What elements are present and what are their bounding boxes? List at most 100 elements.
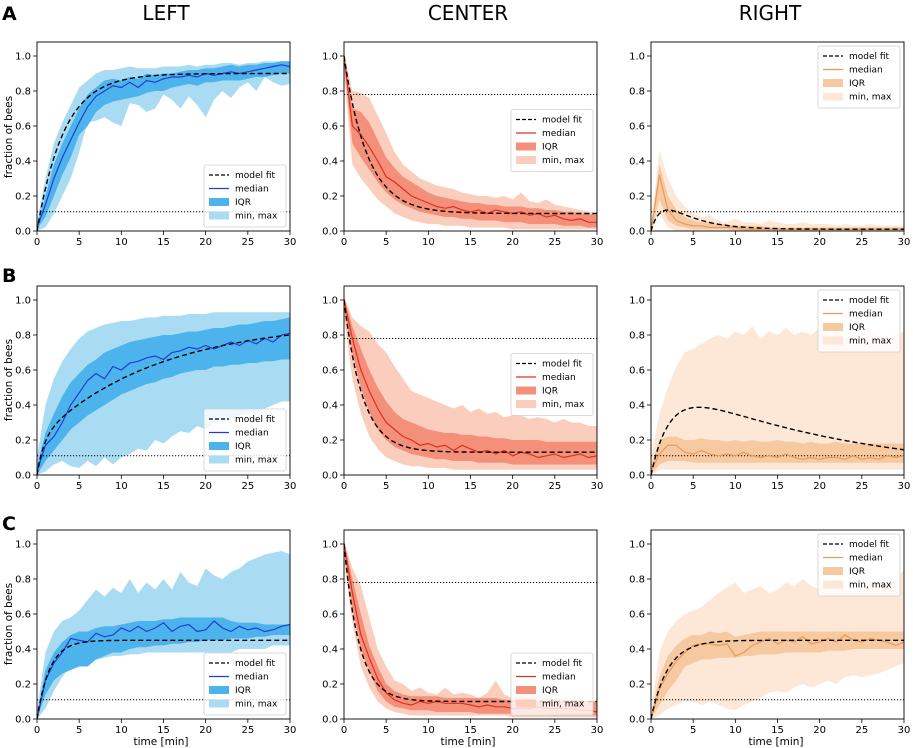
x-tick-label: 30 xyxy=(284,725,297,736)
y-tick-label: 0.2 xyxy=(15,192,31,203)
x-tick-label: 5 xyxy=(76,725,82,736)
x-tick-label: 15 xyxy=(464,237,477,248)
y-tick-label: 0.6 xyxy=(629,610,645,621)
model-fit-line xyxy=(37,639,290,719)
x-tick-label: 15 xyxy=(771,725,784,736)
x-tick-label: 5 xyxy=(383,237,389,248)
y-tick-label: 1.0 xyxy=(322,296,338,307)
legend-label-median: median xyxy=(542,373,576,383)
y-tick-label: 0.0 xyxy=(322,715,338,726)
iqr-band xyxy=(344,296,597,465)
x-tick-label: 0 xyxy=(648,237,654,248)
xlabel-center: time [min] xyxy=(440,736,495,748)
legend: model fit median IQR min, max xyxy=(510,109,594,172)
legend-label-model_fit: model fit xyxy=(542,360,583,370)
median-line xyxy=(651,634,904,719)
x-tick-label: 10 xyxy=(729,725,742,736)
x-tick-label: 30 xyxy=(284,237,297,248)
model-fit-line xyxy=(344,55,597,215)
x-tick-label: 30 xyxy=(898,725,911,736)
y-tick-label: 1.0 xyxy=(15,296,31,307)
x-tick-label: 20 xyxy=(813,237,826,248)
median-line xyxy=(344,55,597,223)
legend-swatch-iqr xyxy=(209,686,229,694)
y-tick-label: 0.0 xyxy=(15,471,31,482)
column-title-center: CENTER xyxy=(428,1,508,25)
y-tick-label: 0.8 xyxy=(15,575,31,586)
iqr-band xyxy=(651,631,904,719)
y-tick-label: 1.0 xyxy=(15,540,31,551)
x-tick-label: 15 xyxy=(157,481,170,492)
plot-area xyxy=(344,296,597,470)
median-line xyxy=(37,620,290,719)
x-tick-label: 20 xyxy=(199,481,212,492)
x-tick-label: 5 xyxy=(76,237,82,248)
y-tick-label: 0.0 xyxy=(322,471,338,482)
legend-swatch-iqr xyxy=(516,386,536,395)
x-tick-label: 30 xyxy=(591,481,604,492)
legend-swatch-minmax xyxy=(209,211,229,220)
y-tick-label: 0.0 xyxy=(629,471,645,482)
legend-swatch-iqr xyxy=(823,323,843,331)
x-tick-label: 25 xyxy=(241,237,254,248)
legend-label-minmax: min, max xyxy=(849,581,892,591)
legend-swatch-minmax xyxy=(209,455,229,464)
plot-area xyxy=(651,326,904,475)
legend-label-median: median xyxy=(849,310,883,320)
y-tick-label: 0.6 xyxy=(322,122,338,133)
x-tick-label: 30 xyxy=(591,237,604,248)
y-tick-label: 0.4 xyxy=(322,157,338,168)
y-tick-label: 0.8 xyxy=(15,331,31,342)
y-tick-label: 0.2 xyxy=(322,436,338,447)
y-tick-label: 0.8 xyxy=(322,575,338,586)
y-tick-label: 0.8 xyxy=(322,87,338,98)
y-tick-label: 0.6 xyxy=(322,610,338,621)
x-tick-label: 30 xyxy=(898,481,911,492)
x-tick-label: 0 xyxy=(341,237,347,248)
row-label-c: C xyxy=(2,513,16,535)
x-tick-label: 0 xyxy=(648,725,654,736)
x-tick-label: 20 xyxy=(813,481,826,492)
iqr-band xyxy=(651,164,904,231)
legend-label-median: median xyxy=(849,66,883,76)
x-tick-label: 20 xyxy=(506,725,519,736)
ylabel-row-c: fraction of bees xyxy=(3,583,15,665)
legend-label-iqr: IQR xyxy=(542,387,558,397)
x-tick-label: 15 xyxy=(157,725,170,736)
x-tick-label: 20 xyxy=(506,237,519,248)
legend-label-iqr: IQR xyxy=(849,79,865,89)
x-tick-label: 25 xyxy=(855,481,868,492)
legend-label-model_fit: model fit xyxy=(542,116,583,126)
y-tick-label: 0.0 xyxy=(322,227,338,238)
y-tick-label: 0.0 xyxy=(15,715,31,726)
legend-label-iqr: IQR xyxy=(849,323,865,333)
model-fit-line xyxy=(37,334,290,475)
y-tick-label: 0.4 xyxy=(15,157,31,168)
x-tick-label: 25 xyxy=(548,725,561,736)
legend-swatch-iqr xyxy=(823,79,843,87)
x-tick-label: 0 xyxy=(34,481,40,492)
y-tick-label: 0.8 xyxy=(629,575,645,586)
median-line xyxy=(344,299,597,459)
model-fit-line xyxy=(651,209,904,231)
ylabel-row-b: fraction of bees xyxy=(3,339,15,421)
legend-label-iqr: IQR xyxy=(235,686,251,696)
y-tick-label: 0.2 xyxy=(629,192,645,203)
x-tick-label: 5 xyxy=(76,481,82,492)
legend-label-minmax: min, max xyxy=(849,337,892,347)
y-tick-label: 0.8 xyxy=(629,331,645,342)
legend-swatch-minmax xyxy=(209,699,229,708)
y-tick-label: 0.0 xyxy=(629,227,645,238)
legend-swatch-minmax xyxy=(516,400,536,408)
column-title-left: LEFT xyxy=(142,1,190,25)
x-tick-label: 25 xyxy=(855,725,868,736)
y-tick-label: 0.4 xyxy=(629,645,645,656)
x-tick-label: 15 xyxy=(464,481,477,492)
y-tick-label: 0.4 xyxy=(322,401,338,412)
y-tick-label: 0.6 xyxy=(15,122,31,133)
iqr-band xyxy=(37,61,290,230)
y-tick-label: 0.4 xyxy=(322,645,338,656)
x-tick-label: 10 xyxy=(729,481,742,492)
y-tick-label: 1.0 xyxy=(629,52,645,63)
